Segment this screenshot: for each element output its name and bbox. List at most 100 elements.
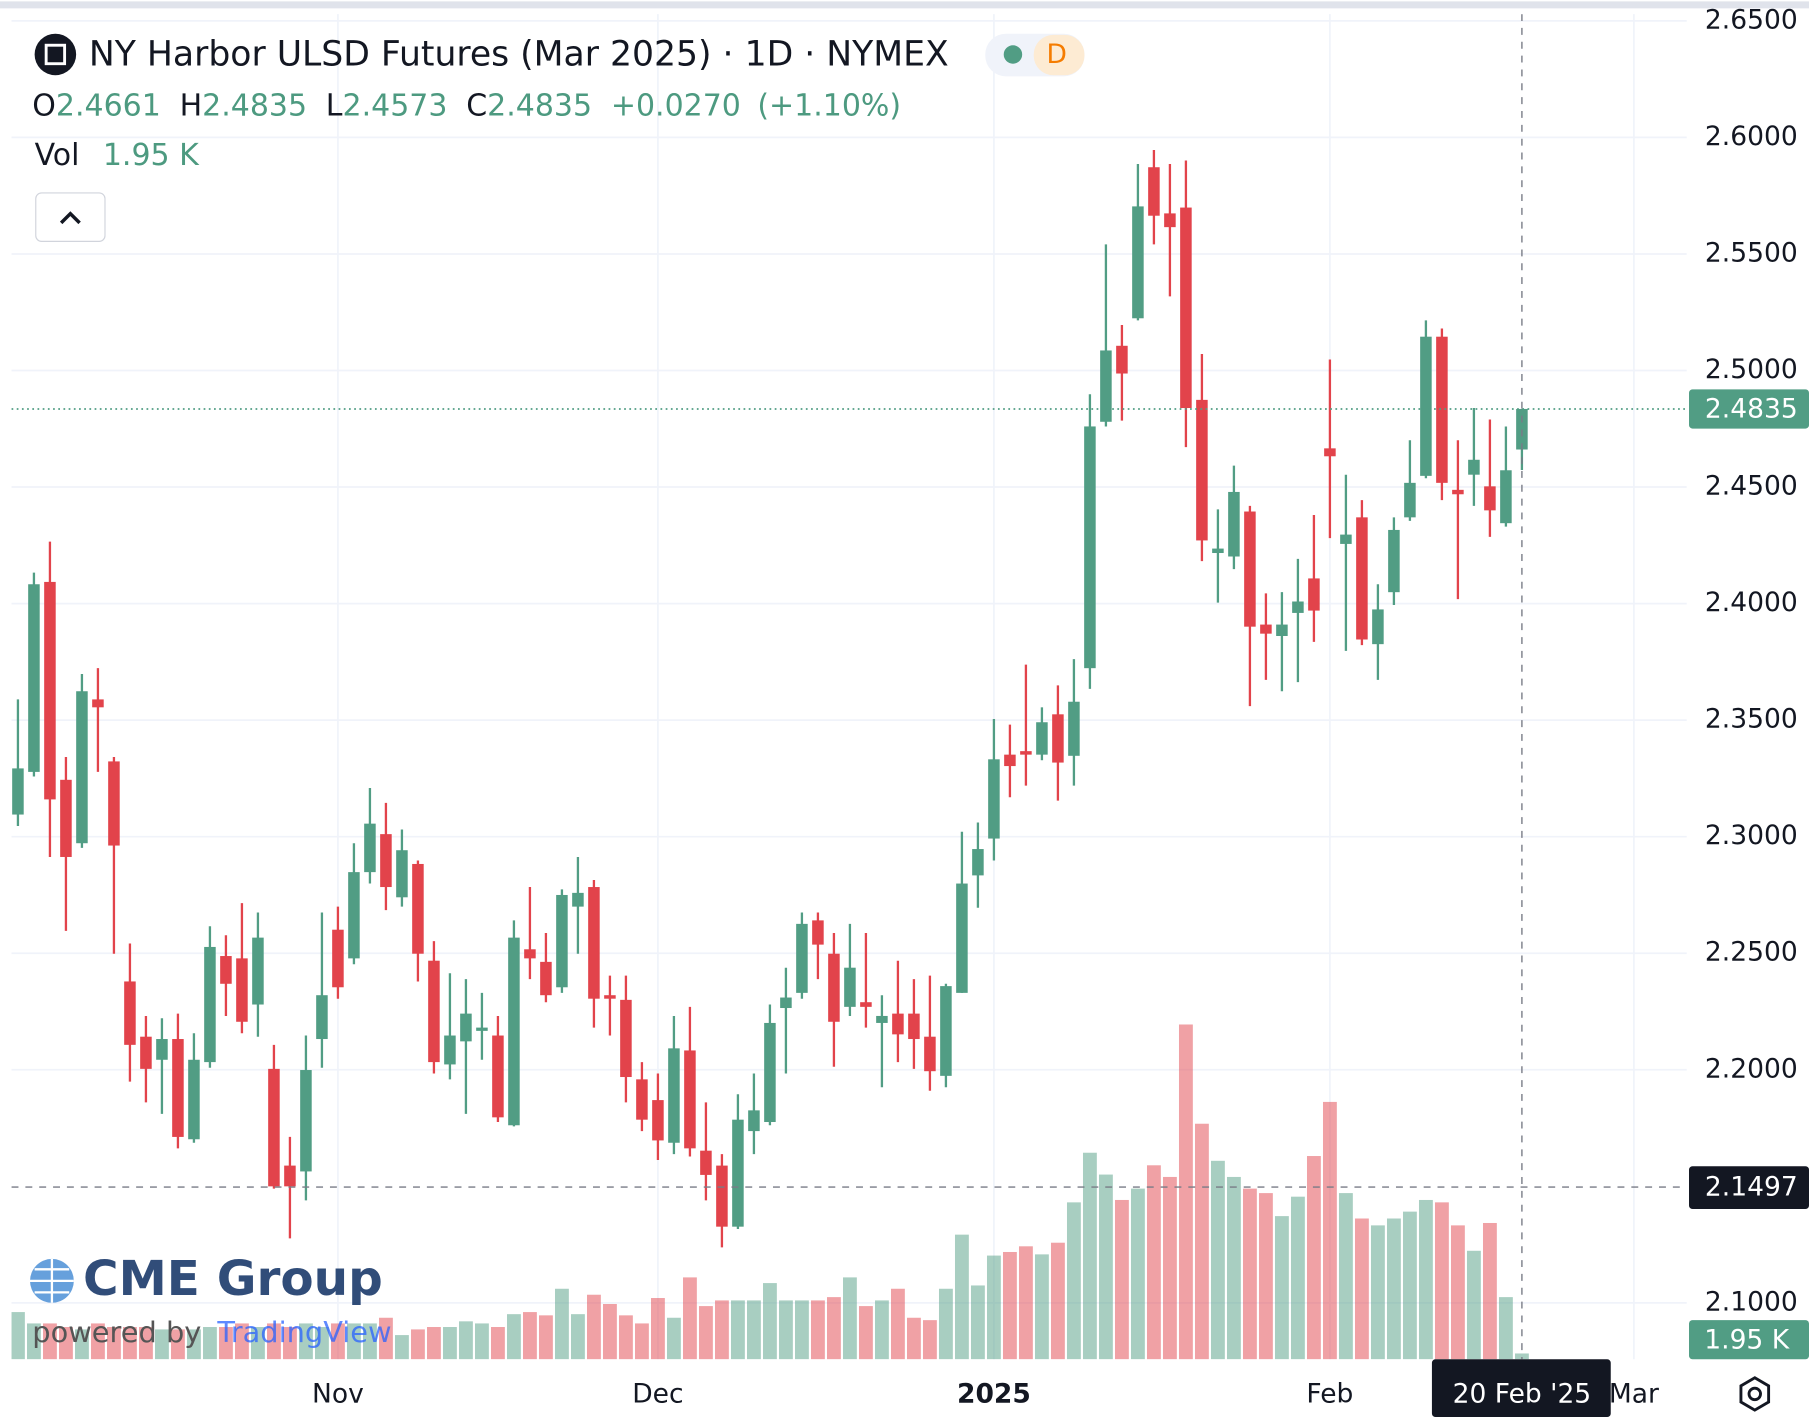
collapse-button[interactable] [35, 192, 106, 242]
volume-bar [363, 1323, 377, 1360]
x-tick-label: Nov [312, 1379, 364, 1410]
volume-bar [715, 1300, 729, 1360]
volume-bar [379, 1317, 393, 1360]
volume-bar [763, 1283, 777, 1360]
volume-bar [938, 1288, 953, 1360]
candle-body [460, 1013, 472, 1042]
x-tick-label: Mar [1609, 1379, 1659, 1410]
logo-text: CME Group [83, 1251, 383, 1307]
candle-body [60, 779, 72, 857]
candle-body [972, 849, 984, 876]
volume-value-box [1689, 1320, 1809, 1360]
candle-body [1132, 206, 1144, 319]
y-tick-label: 2.6000 [1705, 121, 1798, 152]
candle-body [76, 691, 88, 844]
candle-body [1068, 701, 1080, 756]
candle-body [956, 883, 968, 993]
volume-value: 1.95 K [103, 137, 200, 172]
volume-bar [986, 1255, 1001, 1360]
candle-body [1308, 578, 1320, 611]
volume-bar [1178, 1024, 1193, 1360]
candle-body [1052, 714, 1064, 763]
volume-bar [523, 1312, 537, 1360]
volume-bar [954, 1234, 969, 1360]
candle-body [764, 1022, 776, 1123]
y-tick-label: 2.3500 [1705, 704, 1798, 735]
volume-bar [1498, 1297, 1513, 1360]
chart-title: NY Harbor ULSD Futures (Mar 2025) · 1D ·… [89, 35, 949, 75]
plot [11, 14, 1687, 1360]
candle-body [844, 967, 856, 1007]
settings-hex [1739, 1376, 1771, 1412]
candle-body [908, 1013, 920, 1040]
volume-bar [459, 1321, 473, 1360]
candle-body [1436, 336, 1448, 483]
candle-body [156, 1039, 168, 1060]
volume-bar [635, 1323, 649, 1360]
ohlc-value: 2.4835 [202, 88, 307, 123]
symbol-icon-mark [44, 43, 67, 66]
volume-bar [1034, 1254, 1049, 1360]
volume-bar [1002, 1251, 1017, 1360]
volume-bar [1354, 1218, 1369, 1360]
candle-body [652, 1100, 664, 1141]
volume-bar [1146, 1165, 1161, 1360]
candle-body [604, 995, 616, 999]
volume-bar [1450, 1225, 1465, 1360]
candle-body [732, 1119, 744, 1227]
candle-body [940, 986, 952, 1076]
candle-body [1180, 207, 1192, 409]
candle-body [428, 960, 440, 1063]
change: +0.0270 [611, 88, 741, 123]
volume-value-label: 1.95 K [1704, 1324, 1789, 1355]
candle-body [1212, 548, 1224, 554]
settings-icon[interactable] [1739, 1376, 1771, 1412]
candle-body [1228, 491, 1240, 557]
candle-body [268, 1068, 280, 1187]
candle-body [780, 997, 792, 1009]
volume-bar [75, 1329, 89, 1360]
candle-body [124, 981, 136, 1045]
ohlc-label: H [180, 88, 203, 123]
candle-body [412, 863, 424, 954]
volume-bar [922, 1320, 937, 1360]
volume-bar [1306, 1156, 1321, 1360]
volume-bar [171, 1329, 185, 1360]
candle-body [1484, 486, 1496, 511]
volume-bar [347, 1323, 361, 1360]
volume-bar [1322, 1101, 1337, 1360]
candle-body [1084, 426, 1096, 669]
candle-body [380, 834, 392, 888]
volume-bar [1210, 1160, 1225, 1360]
candle-body [92, 699, 104, 708]
candle-body [1468, 459, 1480, 475]
candle-body [348, 872, 360, 959]
volume-row: Vol 1.95 K [35, 137, 201, 172]
volume-label: Vol [35, 137, 80, 172]
candle-body [540, 961, 552, 996]
candle-body [188, 1059, 200, 1140]
candle-body [220, 956, 232, 984]
candle-body [588, 887, 600, 999]
volume-bar [251, 1327, 265, 1360]
volume-bar [1018, 1246, 1033, 1360]
watermark: CME Group powered by TradingView [29, 1251, 392, 1349]
candle-body [1260, 624, 1272, 634]
axis: 2.1000 2.2000 2.2500 2.3000 2.3500 2.4000 2.45… [312, 4, 1809, 1417]
powered-by: powered by TradingView [32, 1315, 391, 1349]
volume-bar [267, 1323, 281, 1360]
candle-body [332, 929, 344, 988]
powered-by-brand: TradingView [216, 1315, 391, 1349]
volume-bar [539, 1315, 553, 1360]
volume-bar [970, 1285, 985, 1360]
candle-body [620, 999, 632, 1078]
y-tick-label: 2.6500 [1705, 4, 1798, 35]
volume-bar [1290, 1196, 1305, 1360]
candle-body [988, 759, 1000, 839]
crosshair-y-label: 2.1497 [1705, 1172, 1798, 1203]
volume-bar [27, 1323, 41, 1360]
ohlc-label: L [326, 88, 343, 123]
candle-body [316, 995, 328, 1040]
